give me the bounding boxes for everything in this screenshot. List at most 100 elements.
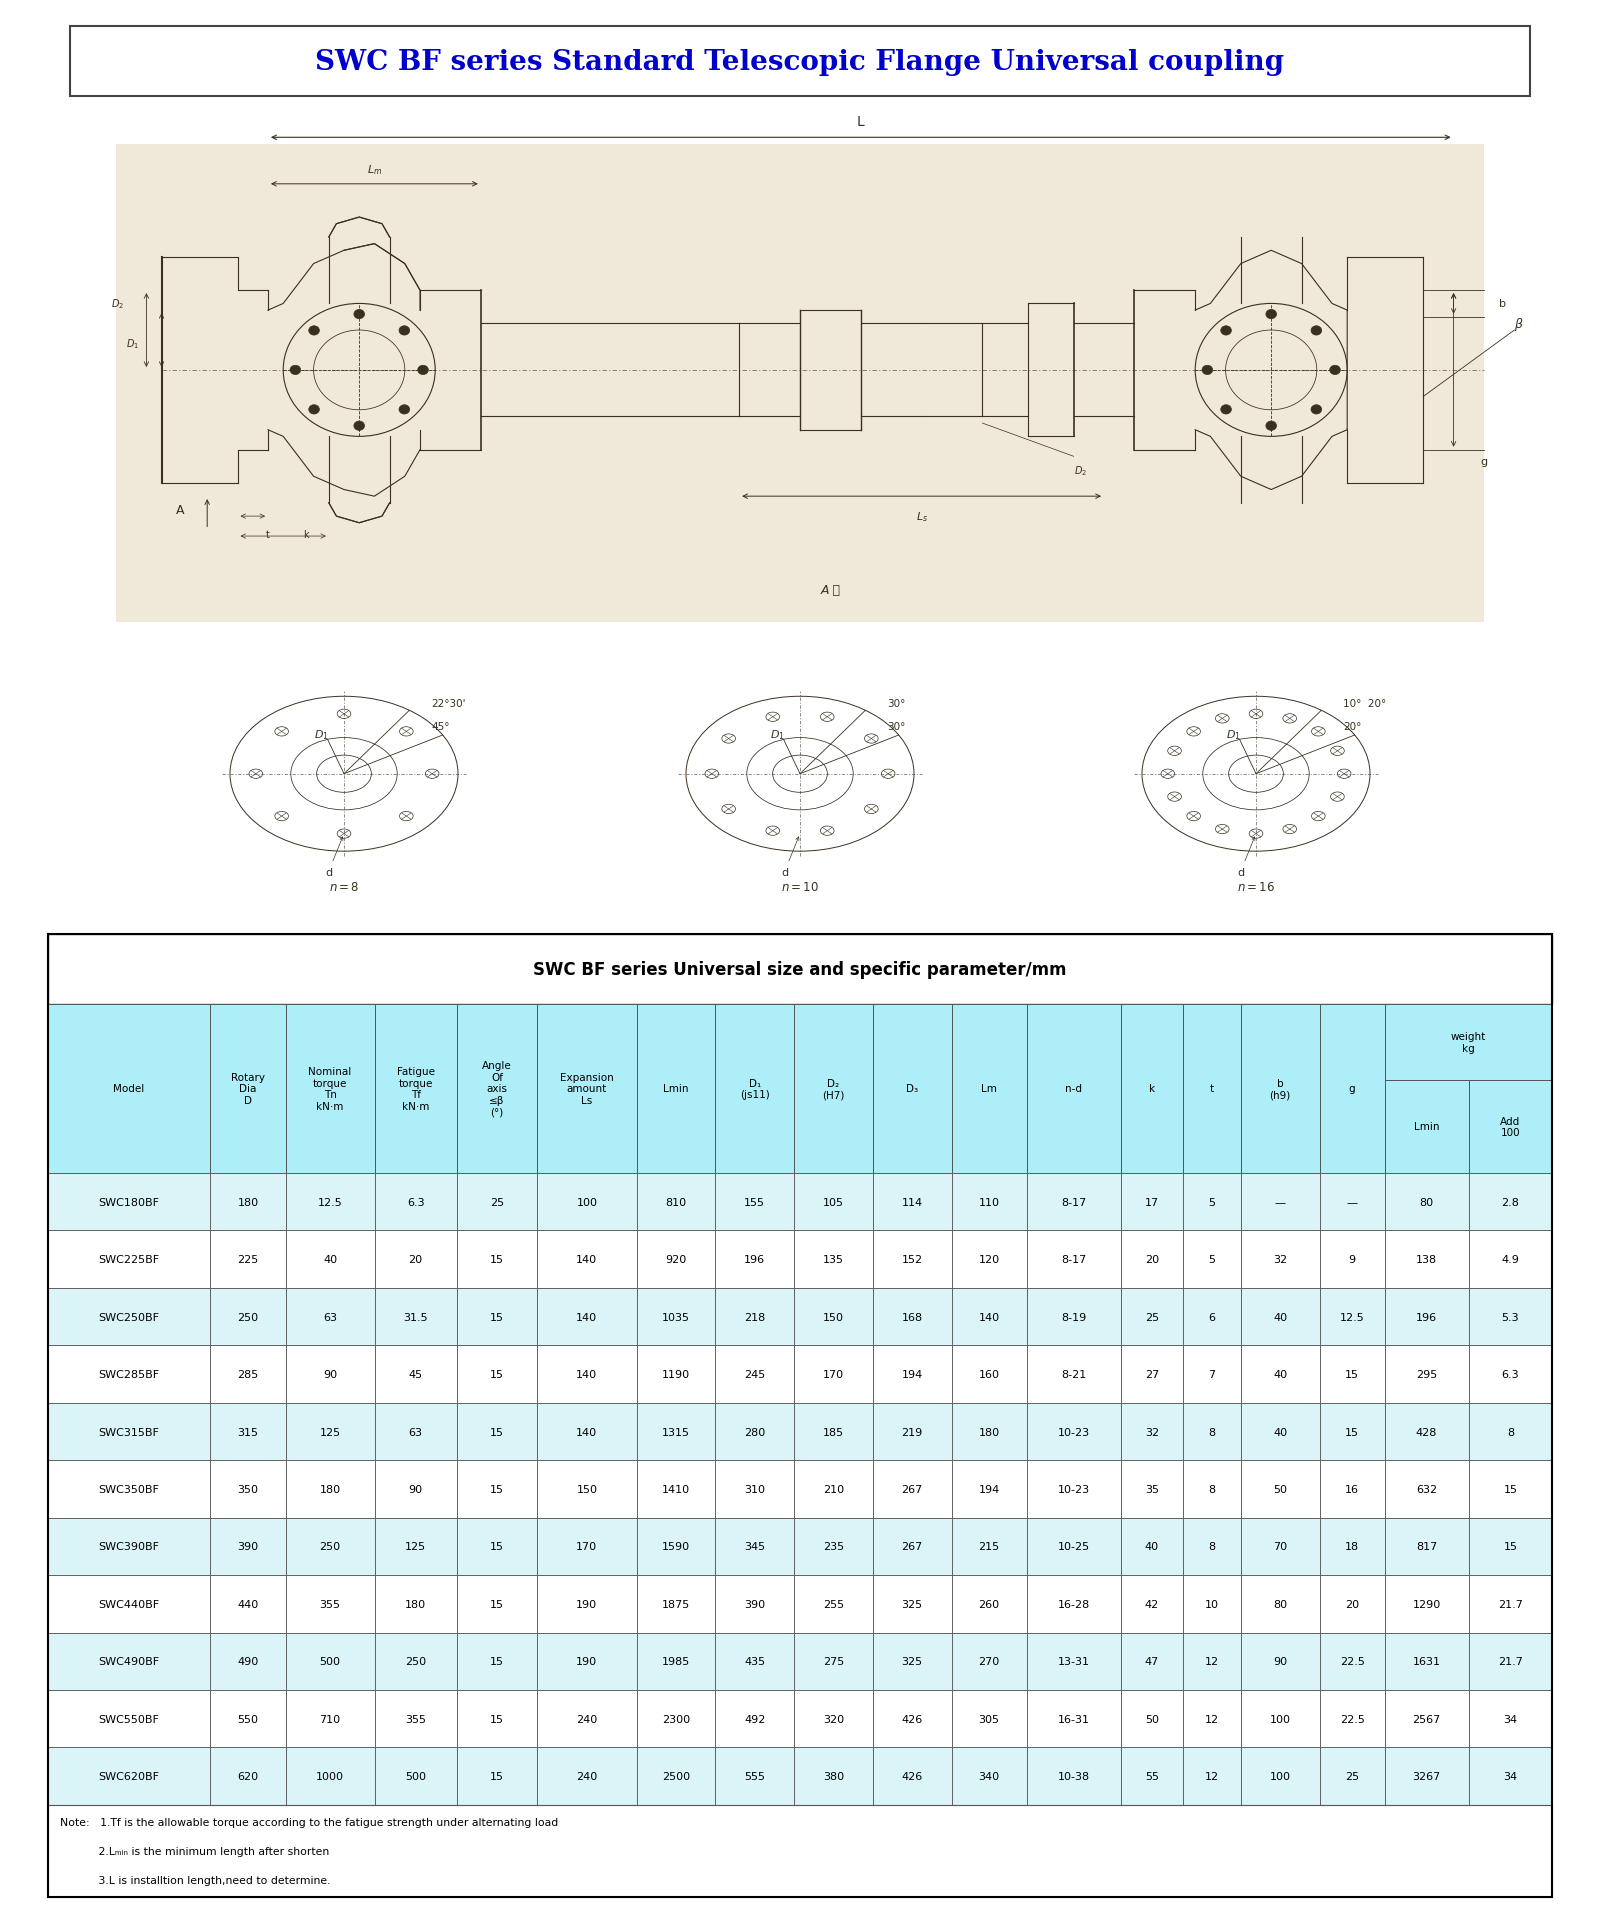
Bar [794,1288,872,1346]
Text: 138: 138 [1416,1254,1437,1265]
Bar [1384,1575,1469,1633]
Bar [1242,1690,1320,1747]
Bar [456,1747,538,1805]
Text: 305: 305 [979,1713,1000,1725]
Bar [637,1005,715,1173]
Bar [456,1346,538,1403]
Text: 275: 275 [822,1656,845,1667]
Bar [715,1518,794,1575]
Bar [538,1173,637,1231]
Text: 15: 15 [490,1311,504,1323]
Bar [374,1690,456,1747]
Bar [1469,1346,1552,1403]
Text: 140: 140 [576,1426,597,1437]
Text: g: g [1480,457,1488,467]
Text: D₁
(js11): D₁ (js11) [739,1078,770,1101]
Text: 180: 180 [237,1196,259,1208]
Text: weight
kg: weight kg [1451,1032,1486,1053]
Text: g: g [1349,1083,1355,1093]
Text: 40: 40 [323,1254,338,1265]
Bar [872,1633,952,1690]
Bar [637,1747,715,1805]
Text: d: d [325,867,333,877]
Bar [210,1460,285,1518]
Bar [715,1403,794,1460]
Text: 632: 632 [1416,1483,1437,1495]
Text: 18: 18 [1346,1541,1358,1552]
Text: L: L [858,115,864,128]
Text: 20: 20 [408,1254,422,1265]
Text: $D_1$: $D_1$ [1226,727,1240,741]
Bar [285,1747,374,1805]
Text: 2.8: 2.8 [1501,1196,1520,1208]
Bar [1122,1518,1182,1575]
Bar [285,1288,374,1346]
Text: 6.3: 6.3 [406,1196,424,1208]
Bar [872,1403,952,1460]
Bar [1182,1005,1242,1173]
Text: 114: 114 [901,1196,923,1208]
Bar [538,1346,637,1403]
Text: 500: 500 [320,1656,341,1667]
Bar [1384,1079,1469,1173]
Circle shape [290,366,301,375]
Text: 1875: 1875 [662,1598,690,1610]
Bar [1182,1173,1242,1231]
Text: 120: 120 [979,1254,1000,1265]
Text: 620: 620 [237,1770,259,1782]
Circle shape [398,406,410,415]
Bar [1182,1346,1242,1403]
Text: 2300: 2300 [662,1713,690,1725]
Text: 250: 250 [320,1541,341,1552]
Text: 9: 9 [1349,1254,1355,1265]
Bar [1027,1690,1122,1747]
Bar [210,1173,285,1231]
Text: $n=16$: $n=16$ [1237,880,1275,894]
Bar [715,1747,794,1805]
Bar [1027,1005,1122,1173]
Bar [794,1575,872,1633]
Bar [637,1633,715,1690]
Text: Model: Model [114,1083,144,1093]
Text: 5.3: 5.3 [1502,1311,1520,1323]
Text: 10-25: 10-25 [1058,1541,1090,1552]
Text: 8-21: 8-21 [1061,1369,1086,1380]
Bar [1182,1633,1242,1690]
Text: 245: 245 [744,1369,765,1380]
Text: Fatigue
torque
Tf
kN·m: Fatigue torque Tf kN·m [397,1066,435,1112]
Text: 16: 16 [1346,1483,1358,1495]
Bar [1320,1231,1384,1288]
Text: 4.9: 4.9 [1501,1254,1520,1265]
Text: 315: 315 [237,1426,258,1437]
Text: 125: 125 [405,1541,426,1552]
Bar [872,1518,952,1575]
Bar [1384,1005,1552,1079]
Bar [1320,1288,1384,1346]
Text: $\beta$: $\beta$ [1515,316,1525,333]
Text: D₃: D₃ [906,1083,918,1093]
Text: 225: 225 [237,1254,259,1265]
Bar [952,1460,1027,1518]
Bar [715,1231,794,1288]
Text: 267: 267 [901,1541,923,1552]
Bar [794,1005,872,1173]
Bar [637,1231,715,1288]
Text: 17: 17 [1144,1196,1158,1208]
Bar [952,1005,1027,1173]
Bar [456,1460,538,1518]
Text: k: k [1149,1083,1155,1093]
Text: 15: 15 [490,1426,504,1437]
Circle shape [418,366,429,375]
Bar [1384,1747,1469,1805]
Text: 6.3: 6.3 [1502,1369,1520,1380]
Bar [794,1231,872,1288]
Text: 255: 255 [822,1598,843,1610]
Bar [1242,1231,1320,1288]
Bar [952,1747,1027,1805]
Text: $L_s$: $L_s$ [915,511,928,524]
Text: 25: 25 [1144,1311,1158,1323]
Text: 15: 15 [490,1770,504,1782]
Circle shape [1310,327,1322,335]
Bar [374,1575,456,1633]
Bar [456,1231,538,1288]
